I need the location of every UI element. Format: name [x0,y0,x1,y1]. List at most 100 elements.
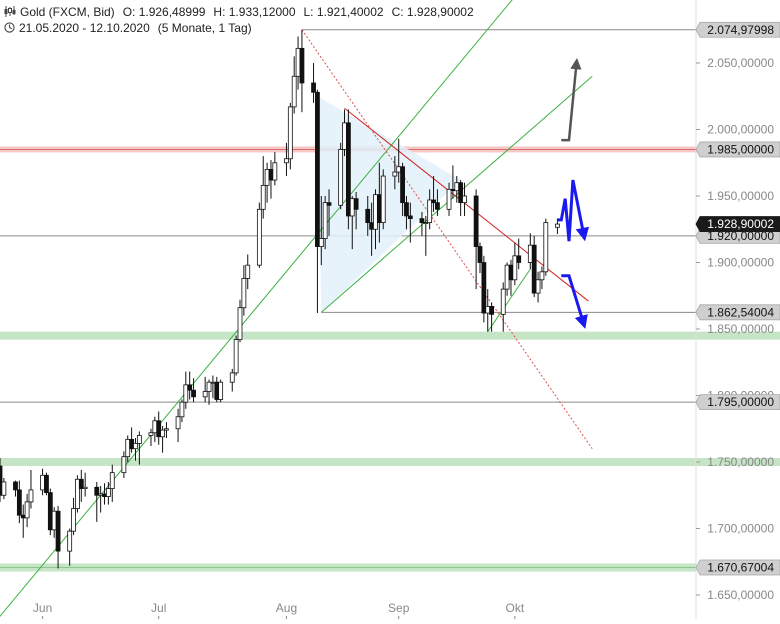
candle [105,481,111,505]
candle [94,481,100,522]
candle [299,29,305,113]
candle [473,189,479,290]
candle-body-up [206,381,212,392]
candle [462,182,467,216]
candle-body-up [454,182,460,192]
candle [160,426,165,453]
candle [400,162,405,216]
candle-body-up [218,381,224,400]
candle [272,152,278,186]
y-tick-label: 1.900,00000 [707,256,774,270]
candle-body-up [485,305,491,314]
candle [16,480,22,524]
candle-body-down [55,510,61,552]
candle-body-down [47,492,53,531]
time-axis: Jun Jul Aug Sep Okt [33,601,525,619]
candle-body-down [489,305,495,315]
candle-body-down [299,47,305,84]
level-lines [0,29,696,569]
candle [121,451,127,478]
candle-body-up [125,438,131,458]
level-price-box: 2.074,97998 [695,21,780,38]
candle [28,469,34,509]
candle-body-up [229,372,235,383]
support-zone [0,331,780,340]
candle [13,480,18,497]
level-price-box-bg [695,394,780,411]
candle [431,176,436,212]
candle-body-up [555,223,560,228]
candle [435,189,440,216]
candle-body-up [539,271,545,281]
candle [392,156,398,190]
green-support-main [0,0,513,618]
candle [102,483,107,505]
candle-body-down [473,195,479,247]
candle-body-up [121,456,127,474]
level-price-box-bg [695,141,780,158]
candle [202,376,208,403]
x-tick-label: Sep [388,601,410,615]
candle-body-up [71,508,76,532]
level-price-box-bg [695,21,780,38]
candle-body-up [318,238,324,247]
candle [40,468,45,496]
candle [133,438,138,461]
candle [295,36,301,90]
x-tick-label: Okt [506,601,525,615]
candle-body-up [133,442,138,450]
candle-body-up [24,501,30,519]
candle-body-up [109,472,115,490]
candle-body-up [202,391,208,398]
candle-body-up [396,166,402,173]
level-price-box-bg [695,559,780,576]
candle [407,202,413,243]
candle [237,299,243,343]
candle-body-up [284,158,289,164]
candle-body-down [365,208,371,224]
candle-body-up [237,307,243,341]
candle [287,102,293,170]
candle [264,162,270,203]
candle-body-up [75,478,80,509]
candle [284,142,289,177]
candle [179,399,185,423]
candle [446,182,452,216]
high-value: H: 1.933,12000 [213,5,296,19]
candle [535,271,541,303]
candle [241,265,247,316]
green-channel-lower [487,268,531,332]
candle-body-down [214,381,220,400]
candle-body-up [28,489,34,503]
candle-body-down [191,389,196,398]
candle [353,192,359,230]
y-tick-label: 1.950,00000 [707,189,774,203]
blue-upper-scenario-arrow [557,179,590,242]
candle-body-up [295,47,301,77]
last-price-box: 1.928,90002 [695,216,780,232]
level-price-box: 1.985,00000 [695,141,780,158]
candle-body-down [508,264,514,281]
candle [152,416,158,443]
candle-body-up [380,175,386,224]
candle-body-down [435,202,440,210]
candle [268,160,274,199]
candle-body-up [148,432,154,436]
candle [404,196,409,230]
candle [315,89,320,314]
candle-body-up [179,401,185,418]
candles [0,29,560,569]
candle-body-down [376,194,382,223]
open-value: O: 1.926,48999 [122,5,206,19]
candle [175,408,181,443]
candle-body-up [260,184,266,210]
candle-body-down [187,384,193,391]
candle-body-down [516,255,522,263]
candle-body-down [404,202,409,217]
candle [129,427,135,453]
candle-body-up [98,493,104,496]
candle-body-up [210,381,216,384]
y-tick-label: 2.050,00000 [707,56,774,70]
